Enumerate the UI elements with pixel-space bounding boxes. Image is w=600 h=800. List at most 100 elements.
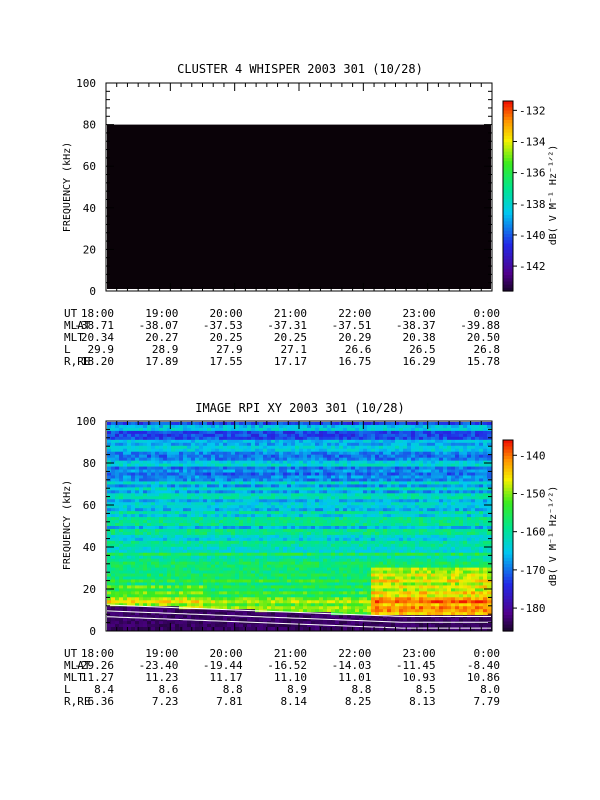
- spectrogram-cell: [355, 597, 360, 601]
- spectrogram-cell: [355, 457, 360, 462]
- ephemeris-value: 20.29: [338, 331, 371, 344]
- spectrogram-cell: [271, 436, 276, 441]
- spectrogram-cell: [131, 484, 136, 488]
- spectrogram-cell: [295, 514, 300, 518]
- spectrogram-cell: [163, 424, 168, 429]
- spectrogram-cell: [107, 582, 112, 586]
- spectrogram-cell: [239, 603, 244, 607]
- spectrogram-cell: [191, 555, 196, 560]
- spectrogram-cell: [195, 424, 200, 429]
- spectrogram-cell: [151, 484, 156, 488]
- spectrogram-cell: [179, 436, 184, 441]
- spectrogram-cell: [223, 537, 228, 542]
- spectrogram-cell: [359, 552, 364, 557]
- spectrogram-cell: [267, 448, 272, 453]
- spectrogram-cell: [331, 627, 336, 631]
- spectrogram-cell: [175, 564, 180, 569]
- spectrogram-cell: [155, 591, 160, 595]
- spectrogram-cell: [231, 445, 236, 450]
- spectrogram-cell: [343, 445, 348, 450]
- spectrogram-cell: [279, 460, 284, 465]
- spectrogram-cell: [231, 472, 236, 476]
- spectrogram-cell: [359, 606, 364, 610]
- spectrogram-cell: [215, 490, 220, 494]
- spectrogram-cell: [203, 585, 208, 589]
- spectrogram-cell: [251, 546, 256, 551]
- spectrogram-cell: [119, 478, 124, 482]
- spectrogram-cell: [211, 609, 216, 613]
- spectrogram-cell: [315, 570, 320, 575]
- ephemeris-value: 18:00: [81, 307, 114, 320]
- spectrogram-cell: [271, 511, 276, 515]
- spectrogram-cell: [347, 531, 352, 536]
- spectrogram-cell: [291, 564, 296, 569]
- spectrogram-cell: [251, 537, 256, 542]
- spectrogram-cell: [107, 451, 112, 456]
- spectrogram-cell: [151, 618, 156, 622]
- spectrogram-cell: [211, 526, 216, 530]
- spectrogram-cell: [239, 475, 244, 479]
- spectrogram-cell: [239, 478, 244, 482]
- spectrogram-cell: [255, 537, 260, 542]
- spectrogram-cell: [263, 523, 268, 527]
- spectrogram-cell: [255, 585, 260, 589]
- spectrogram-cell: [331, 597, 336, 601]
- spectrogram-cell: [163, 490, 168, 494]
- spectrogram-cell: [283, 573, 288, 578]
- spectrogram-cell: [367, 612, 372, 616]
- spectrogram-cell: [211, 594, 216, 598]
- spectrogram-cell: [167, 585, 172, 589]
- spectrogram-cell: [303, 433, 308, 438]
- spectrogram-cell: [323, 624, 328, 628]
- spectrogram-cell: [215, 484, 220, 488]
- spectrogram-cell: [151, 508, 156, 512]
- spectrogram-cell: [195, 499, 200, 503]
- spectrogram-cell: [199, 523, 204, 527]
- spectrogram-cell: [315, 579, 320, 583]
- spectrogram-cell: [351, 490, 356, 494]
- spectrogram-cell: [167, 588, 172, 592]
- spectrogram-cell: [207, 427, 212, 432]
- spectrogram-cell: [211, 624, 216, 628]
- spectrogram-cell: [287, 543, 292, 548]
- spectrogram-cell: [263, 582, 268, 586]
- spectrogram-cell: [135, 427, 140, 432]
- spectrogram-cell: [139, 478, 144, 482]
- spectrogram-cell: [131, 549, 136, 554]
- spectrogram-cell: [367, 597, 372, 601]
- spectrogram-cell: [375, 460, 380, 465]
- colorbar-segment: [503, 113, 513, 118]
- spectrogram-cell: [351, 549, 356, 554]
- spectrogram-cell: [271, 430, 276, 435]
- spectrogram-cell: [295, 508, 300, 512]
- spectrogram-cell: [323, 451, 328, 456]
- spectrogram-cell: [127, 585, 132, 589]
- spectrogram-cell: [315, 448, 320, 453]
- spectrogram-cell: [311, 514, 316, 518]
- spectrogram-cell: [311, 433, 316, 438]
- spectrogram-cell: [123, 466, 128, 471]
- spectrogram-cell: [323, 427, 328, 432]
- spectrogram-cell: [271, 540, 276, 545]
- spectrogram-cell: [175, 439, 180, 444]
- spectrogram-cell: [123, 526, 128, 530]
- spectrogram-cell: [323, 594, 328, 598]
- spectrogram-cell: [351, 514, 356, 518]
- spectrogram-cell: [115, 618, 120, 622]
- spectrogram-cell: [327, 555, 332, 560]
- spectrogram-cell: [255, 588, 260, 592]
- spectrogram-cell: [123, 564, 128, 569]
- spectrogram-cell: [147, 594, 152, 598]
- spectrogram-cell: [243, 582, 248, 586]
- spectrogram-cell: [271, 582, 276, 586]
- spectrogram-cell: [211, 573, 216, 578]
- spectrogram-cell: [331, 433, 336, 438]
- spectrogram-cell: [159, 439, 164, 444]
- spectrogram-cell: [175, 448, 180, 453]
- spectrogram-cell: [159, 496, 164, 500]
- spectrogram-cell: [323, 442, 328, 447]
- spectrogram-cell: [319, 618, 324, 622]
- spectrogram-cell: [247, 627, 252, 631]
- spectrogram-cell: [203, 427, 208, 432]
- spectrogram-cell: [263, 588, 268, 592]
